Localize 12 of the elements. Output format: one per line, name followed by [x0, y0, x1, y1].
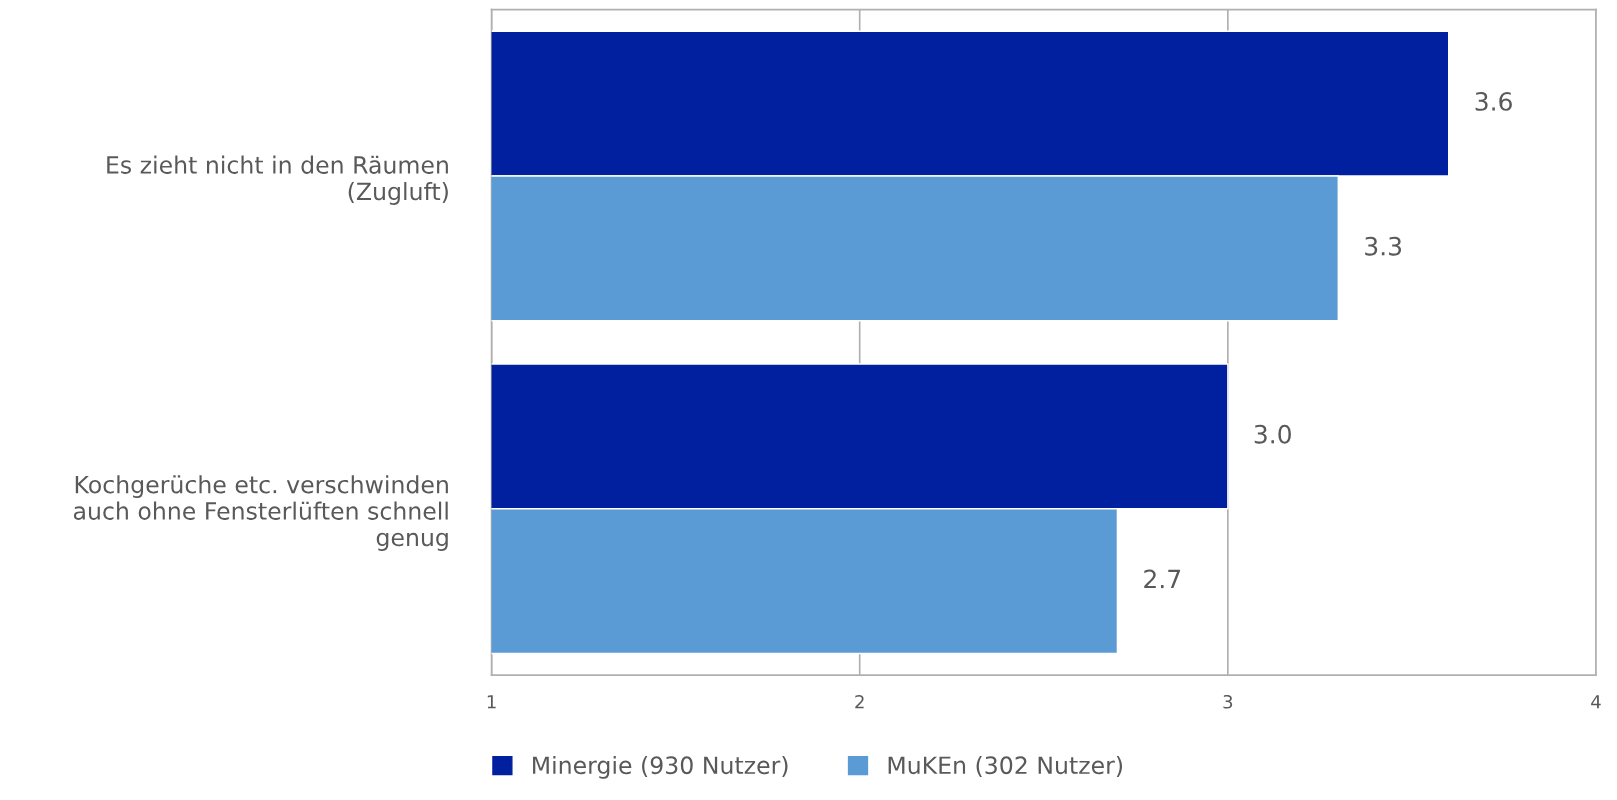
x-tick-label: 1	[487, 695, 496, 709]
legend-label: Minergie (930 Nutzer)	[533, 755, 788, 779]
data-label: 3.3	[1365, 236, 1402, 256]
x-tick-label: 2	[855, 694, 864, 709]
data-label: 3.6	[1475, 91, 1512, 111]
x-tick-label: 3	[1223, 694, 1233, 709]
y-tick-label: Es zieht nicht in den Räumen (Zugluft)	[107, 155, 448, 205]
legend-label: MuKEn (302 Nutzer)	[888, 755, 1123, 777]
y-tick-label: Kochgerüche etc. verschwinden auch ohne Fensterlüften schnell genug	[73, 475, 448, 551]
data-label: 3.0	[1254, 424, 1291, 444]
x-tick-label: 4	[1591, 695, 1601, 709]
data-label: 2.7	[1144, 569, 1181, 589]
